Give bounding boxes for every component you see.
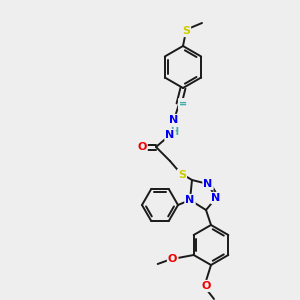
Text: H: H — [170, 127, 178, 137]
Text: O: O — [201, 281, 211, 291]
Text: =: = — [179, 99, 187, 109]
Text: N: N — [165, 130, 175, 140]
Text: N: N — [212, 193, 220, 203]
Text: O: O — [137, 142, 147, 152]
Text: S: S — [182, 26, 190, 36]
Text: N: N — [185, 195, 195, 205]
Text: S: S — [178, 170, 186, 180]
Text: N: N — [203, 179, 213, 189]
Text: N: N — [169, 115, 178, 125]
Text: O: O — [168, 254, 177, 264]
